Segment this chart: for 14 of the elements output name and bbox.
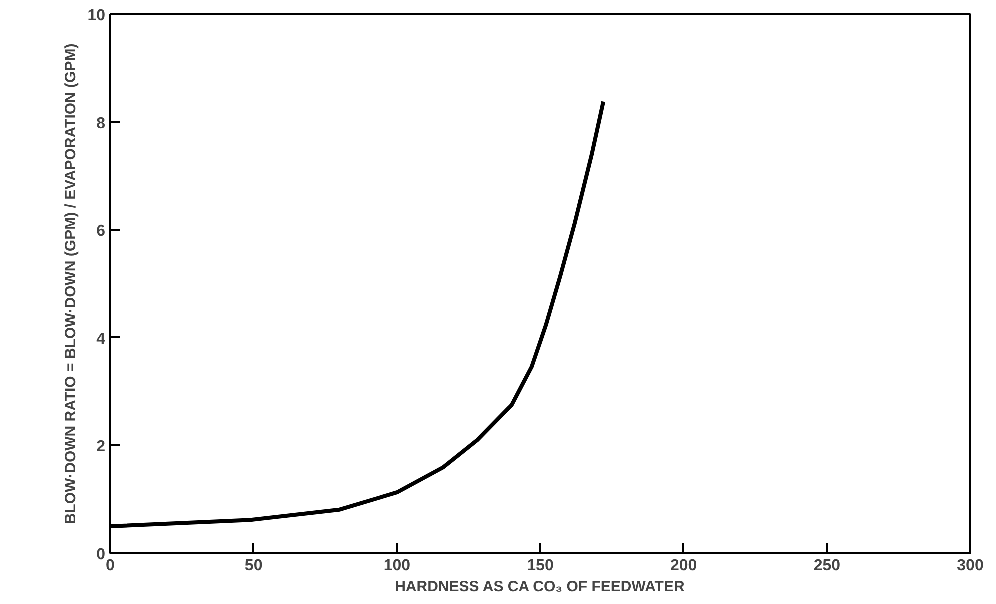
y-tick-label: 8 <box>96 115 106 132</box>
y-tick-label: 10 <box>88 8 106 24</box>
y-tick-label: 6 <box>96 223 106 240</box>
x-axis-title: HARDNESS AS CA CO₃ OF FEEDWATER <box>395 578 685 596</box>
x-tick-label: 200 <box>670 558 698 574</box>
y-tick-label: 4 <box>96 330 106 348</box>
x-tick-label: 100 <box>384 558 411 574</box>
y-axis-title: BLOW·DOWN RATIO = BLOW·DOWN (GPM) / EVAPORATION (GPM) <box>62 44 80 524</box>
y-tick-label: 0 <box>96 546 106 564</box>
y-tick-label: 2 <box>96 438 106 456</box>
x-tick-label: 50 <box>244 558 263 574</box>
x-tick-label: 300 <box>957 558 984 574</box>
x-tick-label: 150 <box>527 558 554 574</box>
x-tick-label: 250 <box>814 558 841 574</box>
